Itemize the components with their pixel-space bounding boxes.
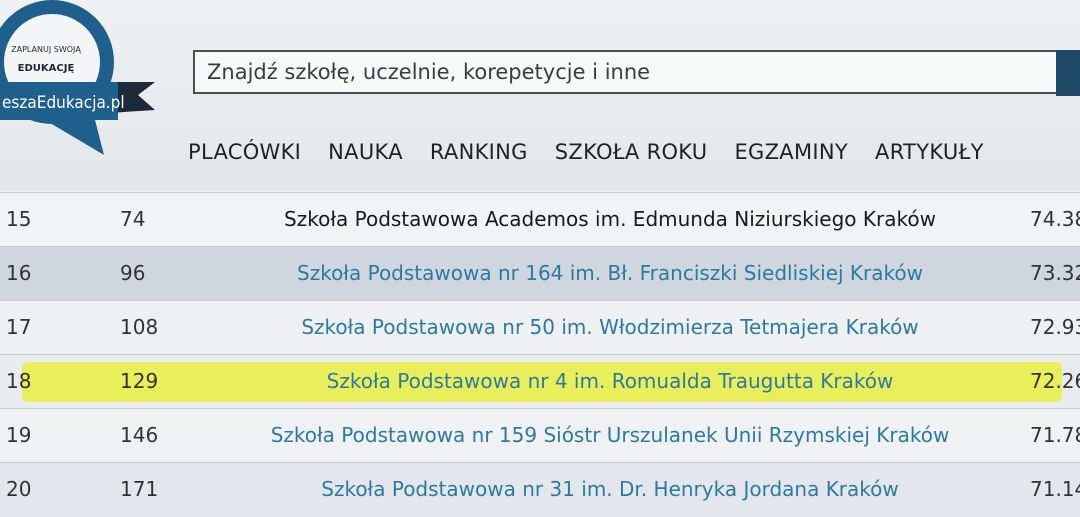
table-row: 19 146 Szkoła Podstawowa nr 159 Sióstr Urs… xyxy=(0,408,1080,463)
school-name[interactable]: Szkoła Podstawowa nr 164 im. Bł. Francis… xyxy=(297,261,923,285)
count: 74 xyxy=(120,207,146,231)
count: 146 xyxy=(120,423,159,447)
nav-link[interactable]: NAUKA xyxy=(328,140,403,164)
score: 74.38 xyxy=(1030,207,1080,231)
school-name[interactable]: Szkoła Podstawowa nr 4 im. Romualda Trau… xyxy=(326,369,894,393)
table-row: 20 171 Szkoła Podstawowa nr 31 im. Dr. Hen… xyxy=(0,462,1080,517)
table-row: 17 108 Szkoła Podstawowa nr 50 im. Włodzim… xyxy=(0,300,1080,355)
nav-link[interactable]: RANKING xyxy=(429,140,528,164)
nav-link[interactable]: ARTYKUŁY xyxy=(875,140,984,164)
school-name[interactable]: Szkoła Podstawowa nr 159 Sióstr Urszulan… xyxy=(270,423,950,447)
count: 108 xyxy=(120,315,159,339)
search-input[interactable]: Znajdź szkołę, uczelnie, korepetycje i i… xyxy=(193,50,1058,94)
score: 71.78 xyxy=(1030,423,1080,447)
score: 71.14 xyxy=(1030,477,1080,501)
count: 96 xyxy=(120,261,146,285)
search-button[interactable] xyxy=(1056,50,1080,96)
rank: 15 xyxy=(6,207,32,231)
school-name[interactable]: Szkoła Podstawowa Academos im. Edmunda N… xyxy=(284,207,936,231)
table-row: 18 129 Szkoła Podstawowa nr 4 im. Romualda… xyxy=(0,354,1080,409)
rank: 19 xyxy=(6,423,32,447)
logo-line: EDUKACJĘ xyxy=(18,63,75,74)
logo-site: eszaEdukacja.pl xyxy=(2,93,125,113)
count: 129 xyxy=(120,369,159,393)
rank: 18 xyxy=(6,369,32,393)
rank: 20 xyxy=(6,477,32,501)
highlight xyxy=(22,362,1062,402)
table-row: 15 74 Szkoła Podstawowa Academos im. Edmun… xyxy=(0,192,1080,247)
school-name[interactable]: Szkoła Podstawowa nr 50 im. Włodzimierza… xyxy=(301,315,919,339)
header xyxy=(0,0,1080,190)
logo-line: ZAPLANUJ SWOJĄ xyxy=(11,45,81,54)
score: 73.32 xyxy=(1030,261,1080,285)
nav-link[interactable]: EGZAMINY xyxy=(734,140,849,164)
nav-link[interactable]: SZKOŁA ROKU xyxy=(554,140,708,164)
score: 72.93 xyxy=(1030,315,1080,339)
nav: PLACÓWKI NAUKA RANKING SZKOŁA ROKU EGZAMINY A… xyxy=(188,140,984,164)
score: 72.26 xyxy=(1030,369,1080,393)
school-name[interactable]: Szkoła Podstawowa nr 31 im. Dr. Henryka … xyxy=(321,477,899,501)
rank: 16 xyxy=(6,261,32,285)
table-row: 16 96 Szkoła Podstawowa nr 164 im. Bł. Fra… xyxy=(0,246,1080,301)
rank: 17 xyxy=(6,315,32,339)
logo[interactable]: ZAPLANUJ SWOJĄ EDUKACJĘ eszaEdukacja.pl xyxy=(0,0,160,160)
nav-link[interactable]: PLACÓWKI xyxy=(188,140,302,164)
count: 171 xyxy=(120,477,159,501)
